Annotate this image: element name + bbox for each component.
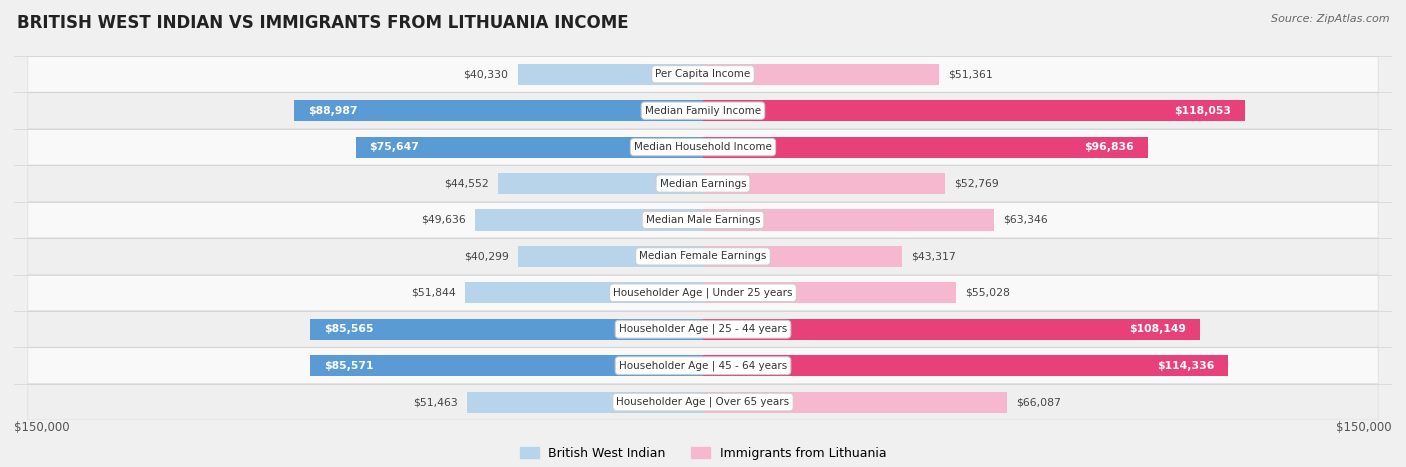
Legend: British West Indian, Immigrants from Lithuania: British West Indian, Immigrants from Lit… [515, 442, 891, 465]
Bar [703, 209, 994, 231]
Bar [356, 136, 703, 158]
FancyBboxPatch shape [28, 166, 1378, 201]
Text: $118,053: $118,053 [1174, 106, 1232, 116]
Text: Householder Age | Over 65 years: Householder Age | Over 65 years [616, 397, 790, 407]
FancyBboxPatch shape [28, 57, 1378, 92]
Bar [467, 391, 703, 413]
Text: $55,028: $55,028 [965, 288, 1010, 298]
FancyBboxPatch shape [28, 348, 1378, 383]
Text: $43,317: $43,317 [911, 251, 956, 262]
Text: $114,336: $114,336 [1157, 361, 1215, 371]
FancyBboxPatch shape [28, 202, 1378, 238]
Bar [703, 173, 945, 194]
Bar [309, 318, 703, 340]
FancyBboxPatch shape [28, 239, 1378, 274]
Text: $51,463: $51,463 [413, 397, 457, 407]
Bar [703, 64, 939, 85]
Text: BRITISH WEST INDIAN VS IMMIGRANTS FROM LITHUANIA INCOME: BRITISH WEST INDIAN VS IMMIGRANTS FROM L… [17, 14, 628, 32]
Bar [498, 173, 703, 194]
Text: Median Female Earnings: Median Female Earnings [640, 251, 766, 262]
Bar [703, 100, 1246, 121]
Bar [703, 355, 1227, 376]
Text: $63,346: $63,346 [1002, 215, 1047, 225]
Text: Median Earnings: Median Earnings [659, 178, 747, 189]
FancyBboxPatch shape [28, 129, 1378, 165]
Bar [294, 100, 703, 121]
Text: Median Household Income: Median Household Income [634, 142, 772, 152]
Text: Median Family Income: Median Family Income [645, 106, 761, 116]
Text: $75,647: $75,647 [370, 142, 419, 152]
Bar [465, 282, 703, 304]
FancyBboxPatch shape [28, 311, 1378, 347]
Text: $85,565: $85,565 [323, 324, 373, 334]
Bar [703, 391, 1007, 413]
Text: $150,000: $150,000 [1336, 421, 1392, 434]
Text: Householder Age | 45 - 64 years: Householder Age | 45 - 64 years [619, 361, 787, 371]
Bar [703, 318, 1199, 340]
Bar [517, 246, 703, 267]
Text: $108,149: $108,149 [1129, 324, 1185, 334]
Text: Householder Age | 25 - 44 years: Householder Age | 25 - 44 years [619, 324, 787, 334]
Bar [703, 246, 903, 267]
Text: Median Male Earnings: Median Male Earnings [645, 215, 761, 225]
FancyBboxPatch shape [28, 275, 1378, 311]
Text: $51,844: $51,844 [411, 288, 456, 298]
Text: $85,571: $85,571 [323, 361, 373, 371]
Bar [309, 355, 703, 376]
Text: $66,087: $66,087 [1015, 397, 1060, 407]
Text: $44,552: $44,552 [444, 178, 489, 189]
Text: $40,299: $40,299 [464, 251, 509, 262]
Text: $40,330: $40,330 [464, 69, 509, 79]
Bar [703, 136, 1147, 158]
Text: Source: ZipAtlas.com: Source: ZipAtlas.com [1271, 14, 1389, 24]
FancyBboxPatch shape [28, 93, 1378, 128]
Text: $52,769: $52,769 [955, 178, 1000, 189]
Bar [703, 282, 956, 304]
Text: $150,000: $150,000 [14, 421, 70, 434]
Text: $51,361: $51,361 [948, 69, 993, 79]
Text: $49,636: $49,636 [420, 215, 465, 225]
FancyBboxPatch shape [28, 384, 1378, 420]
Text: $88,987: $88,987 [308, 106, 357, 116]
Text: Householder Age | Under 25 years: Householder Age | Under 25 years [613, 288, 793, 298]
Text: $96,836: $96,836 [1084, 142, 1135, 152]
Text: Per Capita Income: Per Capita Income [655, 69, 751, 79]
Bar [517, 64, 703, 85]
Bar [475, 209, 703, 231]
